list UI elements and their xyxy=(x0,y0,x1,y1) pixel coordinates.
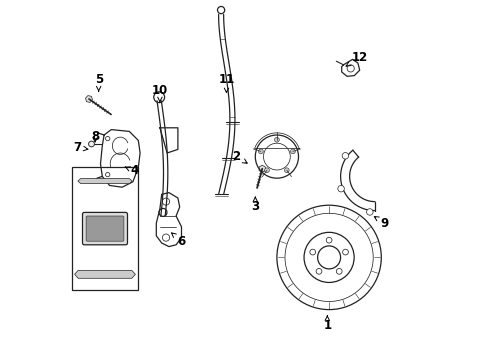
FancyBboxPatch shape xyxy=(86,216,123,241)
Text: 1: 1 xyxy=(323,316,331,332)
Circle shape xyxy=(274,138,279,142)
Text: 7: 7 xyxy=(73,141,88,154)
Text: 9: 9 xyxy=(373,217,388,230)
Circle shape xyxy=(290,149,295,154)
Polygon shape xyxy=(75,270,135,278)
Circle shape xyxy=(342,249,347,255)
Bar xyxy=(72,167,138,290)
Text: 12: 12 xyxy=(346,51,367,66)
Circle shape xyxy=(337,185,344,192)
Circle shape xyxy=(309,249,315,255)
Circle shape xyxy=(315,269,321,274)
Text: 8: 8 xyxy=(91,130,99,143)
Circle shape xyxy=(342,153,348,159)
Circle shape xyxy=(88,141,94,147)
Text: 4: 4 xyxy=(125,165,139,177)
Circle shape xyxy=(366,209,372,215)
Circle shape xyxy=(284,168,288,172)
Circle shape xyxy=(264,168,269,172)
Polygon shape xyxy=(78,179,132,184)
Text: 5: 5 xyxy=(94,73,102,91)
Text: 2: 2 xyxy=(232,150,246,163)
Circle shape xyxy=(317,246,340,269)
Text: 10: 10 xyxy=(151,84,168,102)
Circle shape xyxy=(325,237,331,243)
Text: 6: 6 xyxy=(171,233,185,248)
Circle shape xyxy=(336,269,342,274)
Text: 11: 11 xyxy=(218,73,234,93)
Circle shape xyxy=(258,149,263,154)
FancyBboxPatch shape xyxy=(82,212,127,245)
Text: 3: 3 xyxy=(251,197,259,213)
